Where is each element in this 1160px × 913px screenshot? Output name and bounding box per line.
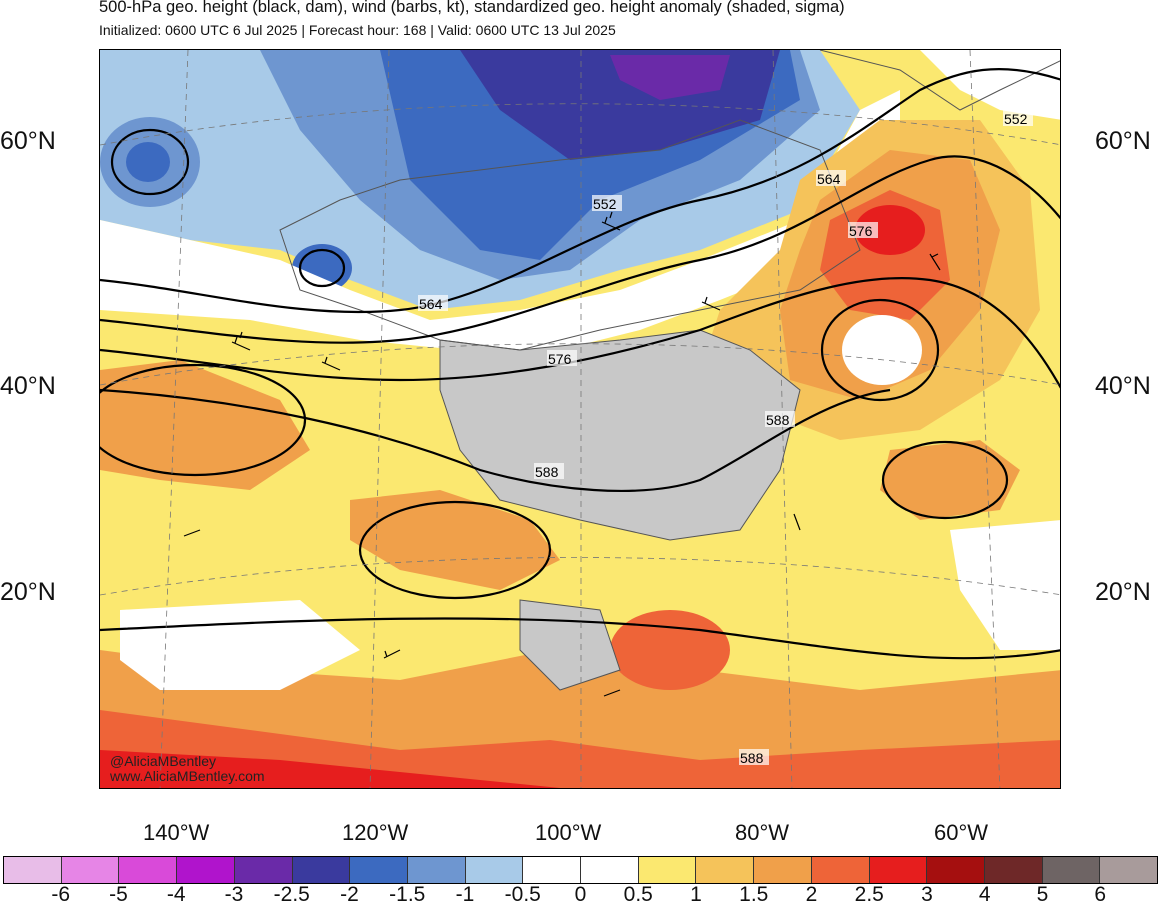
contour-label: 588 — [535, 464, 559, 480]
anomaly-pos-atlantic — [880, 440, 1020, 520]
colorbar-cell — [61, 857, 120, 883]
contour-label: 552 — [593, 196, 617, 212]
colorbar-tick-label: 3 — [921, 883, 933, 906]
contour-low-newfoundland — [820, 298, 940, 402]
anomaly-pos-30-east — [855, 205, 925, 255]
anomaly-map: 552 552 564 564 576 576 588 588 588 — [100, 50, 1060, 788]
anomaly-pos-pacific — [100, 360, 310, 490]
colorbar-cell — [234, 857, 293, 883]
contour-588-south — [100, 617, 1060, 660]
wind-barbs — [183, 211, 941, 697]
land-usa — [439, 329, 801, 541]
anomaly-pos-south-core — [100, 750, 560, 788]
colorbar-tick-label: 0 — [574, 883, 587, 906]
coast-greenland — [819, 50, 1060, 111]
anomaly-low-newfoundland — [842, 315, 922, 385]
colorbar-cell — [465, 857, 524, 883]
lat-label-left: 60°N — [0, 127, 56, 155]
contour-low-bc — [298, 248, 346, 288]
lon-label: 60°W — [934, 820, 989, 845]
colorbar-cell — [119, 857, 178, 883]
anomaly-neutral-ne — [920, 50, 1060, 120]
lat-label-right: 40°N — [1095, 372, 1151, 400]
contour-high-pacific — [100, 363, 307, 477]
colorbar-tick-label: -2 — [340, 883, 359, 906]
colorbar-tick-label: -4 — [166, 883, 186, 906]
colorbar-cell — [4, 857, 62, 883]
lat-label-right: 20°N — [1095, 578, 1151, 606]
lat-label-left: 20°N — [0, 578, 56, 606]
height-contours — [100, 67, 1060, 660]
anomaly-pos-mexico — [350, 490, 560, 590]
colorbar-tick-label: -0.5 — [504, 883, 541, 906]
lon-label: 120°W — [342, 820, 409, 845]
colorbar-cell — [581, 857, 639, 883]
colorbar-tick-label: -5 — [109, 883, 128, 906]
contour-label: 564 — [419, 296, 443, 312]
coast-canada — [279, 119, 861, 351]
colorbar-tick-label: -1.5 — [389, 883, 426, 906]
credit-handle: @AliciaMBentley — [110, 753, 217, 769]
contour-label: 552 — [1004, 111, 1028, 127]
colorbar-cell — [696, 857, 755, 883]
anomaly-neutral-east-pacific — [120, 600, 360, 690]
chart-subtitle: Initialized: 0600 UTC 6 Jul 2025 | Forec… — [99, 22, 616, 38]
anomaly-neg-west-core — [126, 142, 170, 182]
colorbar-tick-label: 2 — [805, 883, 818, 906]
contour-label: 588 — [766, 412, 790, 428]
colorbar-tick-label: 0.5 — [623, 883, 653, 906]
lon-label: 140°W — [143, 820, 210, 845]
colorbar-cell — [984, 857, 1043, 883]
lon-label: 80°W — [735, 820, 790, 845]
colorbar-tick-label: -2.5 — [273, 883, 310, 906]
contour-label: 576 — [548, 351, 572, 367]
contour-552 — [100, 67, 1060, 314]
anomaly-neg-25 — [610, 55, 730, 100]
colorbar-cell — [638, 857, 697, 883]
lat-label-left: 40°N — [0, 372, 56, 400]
contour-564 — [100, 155, 1060, 344]
colorbar-tick-label: -6 — [51, 883, 71, 906]
anomaly-neutral-sargasso — [950, 520, 1060, 650]
anomaly-pos-central-america — [610, 610, 730, 690]
colorbar-cell — [754, 857, 812, 883]
contour-low-west — [110, 128, 190, 196]
anomaly-colorbar — [3, 856, 1158, 884]
colorbar-cell — [177, 857, 235, 883]
colorbar-tick-label: -3 — [224, 883, 244, 906]
colorbar-tick-label: 5 — [1036, 883, 1049, 906]
colorbar-cell — [1042, 857, 1101, 883]
colorbar-cell — [350, 857, 408, 883]
contour-high-mexico — [358, 500, 552, 600]
colorbar-tick-label: 1.5 — [739, 883, 769, 906]
chart-title: 500-hPa geo. height (black, dam), wind (… — [99, 0, 845, 16]
colorbar-tick-label: 1 — [690, 883, 702, 906]
colorbar-cell — [407, 857, 466, 883]
lat-label-right: 60°N — [1095, 127, 1151, 155]
colorbar-tick-label: 4 — [978, 883, 991, 906]
contour-label: 576 — [849, 223, 873, 239]
contour-label: 588 — [740, 750, 764, 766]
anomaly-zero-band — [100, 90, 900, 350]
graticule — [100, 50, 1060, 788]
map-panel: 552 552 564 564 576 576 588 588 588 — [99, 49, 1061, 789]
contour-labels: 552 552 564 564 576 576 588 588 588 — [418, 110, 1033, 766]
contour-high-atlantic — [881, 440, 1009, 520]
contour-588 — [100, 388, 891, 492]
colorbar-cell — [869, 857, 928, 883]
contour-label: 564 — [817, 171, 841, 187]
colorbar-cell — [811, 857, 870, 883]
colorbar-cell — [523, 857, 582, 883]
colorbar-tick-label: -1 — [455, 883, 475, 906]
colorbar-cell — [292, 857, 351, 883]
colorbar-cell — [927, 857, 985, 883]
credit-url: www.AliciaMBentley.com — [110, 768, 265, 784]
lon-label: 100°W — [535, 820, 602, 845]
colorbar-tick-label: 2.5 — [854, 883, 884, 906]
colorbar-cell — [1100, 857, 1158, 883]
contour-576 — [100, 276, 1060, 389]
colorbar-tick-label: 6 — [1094, 883, 1107, 906]
